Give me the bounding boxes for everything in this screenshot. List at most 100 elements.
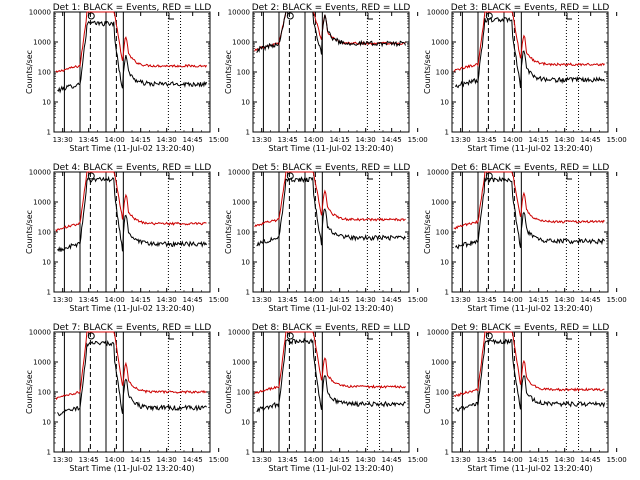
x-tick-label: 15:00 <box>607 136 627 144</box>
x-tick-label: 14:00 <box>304 456 324 464</box>
y-tick-label: 1000 <box>33 199 51 207</box>
marker-circle-symbol <box>485 172 493 180</box>
marker-circle-symbol <box>286 12 294 20</box>
x-tick-label: 13:45 <box>477 456 497 464</box>
y-axis-label: Counts/sec <box>25 210 34 254</box>
plot-frame <box>252 11 410 133</box>
y-tick-label: 10000 <box>228 9 250 17</box>
y-tick-label: 10000 <box>427 169 449 177</box>
y-tick-label: 10 <box>440 419 449 427</box>
y-tick-label: 10000 <box>427 329 449 337</box>
x-tick-label: 14:30 <box>356 296 376 304</box>
x-tick-label: 13:30 <box>53 296 73 304</box>
events-series-line <box>455 338 605 412</box>
x-tick-label: 14:30 <box>555 456 575 464</box>
x-tick-label: 14:30 <box>356 136 376 144</box>
x-tick-label: 14:00 <box>304 296 324 304</box>
y-tick-label: 1 <box>47 449 51 457</box>
plot-frame <box>252 171 410 293</box>
chart-panel-2: Det 2: BLACK = Events, RED = LLD 1 10 100 10… <box>224 3 428 153</box>
y-tick-label: 1000 <box>232 39 250 47</box>
y-tick-label: 100 <box>436 229 449 237</box>
plot-frame <box>451 171 609 293</box>
x-tick-label: 14:45 <box>581 136 601 144</box>
y-tick-label: 1000 <box>431 359 449 367</box>
x-axis-label: Start Time (11-Jul-02 13:20:40) <box>467 464 592 473</box>
chart-panel-9: Det 9: BLACK = Events, RED = LLD 1 10 100 10… <box>423 323 627 473</box>
events-series-line <box>57 339 207 417</box>
marker-circle-symbol <box>485 332 493 340</box>
events-series-line <box>256 11 406 55</box>
x-tick-label: 14:15 <box>330 456 350 464</box>
lld-series-line <box>55 171 207 232</box>
x-axis-label: Start Time (11-Jul-02 13:20:40) <box>467 144 592 153</box>
plot-frame <box>53 11 211 133</box>
x-axis-label: Start Time (11-Jul-02 13:20:40) <box>69 464 194 473</box>
events-series-line <box>57 175 207 253</box>
chart-title: Det 1: BLACK = Events, RED = LLD <box>53 3 212 13</box>
plot-frame <box>252 331 410 453</box>
lld-series-line <box>254 171 406 228</box>
y-axis-label: Counts/sec <box>423 210 432 254</box>
x-tick-label: 14:15 <box>330 136 350 144</box>
lld-series-line <box>453 11 605 72</box>
x-tick-label: 13:30 <box>252 456 272 464</box>
y-axis-label: Counts/sec <box>224 50 233 94</box>
marker-l-symbol <box>168 173 174 180</box>
chart-title: Det 3: BLACK = Events, RED = LLD <box>451 3 610 13</box>
chart-panel-6: Det 6: BLACK = Events, RED = LLD 1 10 100 10… <box>423 163 627 313</box>
x-tick-label: 14:45 <box>382 136 402 144</box>
x-tick-label: 13:30 <box>252 136 272 144</box>
events-series-line <box>57 20 207 94</box>
x-tick-label: 14:30 <box>157 456 177 464</box>
y-tick-label: 100 <box>237 69 250 77</box>
marker-l-symbol <box>566 13 572 20</box>
y-tick-label: 1 <box>246 129 250 137</box>
marker-circle-symbol <box>286 332 294 340</box>
plot-frame <box>451 331 609 453</box>
y-tick-label: 100 <box>237 389 250 397</box>
chart-panel-3: Det 3: BLACK = Events, RED = LLD 1 10 100 10… <box>423 3 627 153</box>
y-tick-label: 1000 <box>33 359 51 367</box>
y-tick-label: 100 <box>38 389 51 397</box>
y-axis-label: Counts/sec <box>224 370 233 414</box>
y-tick-label: 10000 <box>228 329 250 337</box>
x-tick-label: 14:00 <box>503 136 523 144</box>
lld-series-line <box>453 171 605 230</box>
x-tick-label: 14:45 <box>183 136 203 144</box>
y-axis-label: Counts/sec <box>423 370 432 414</box>
x-tick-label: 13:30 <box>252 296 272 304</box>
marker-l-symbol <box>566 333 572 340</box>
y-tick-label: 10000 <box>29 329 51 337</box>
x-tick-label: 13:45 <box>79 296 99 304</box>
chart-title: Det 5: BLACK = Events, RED = LLD <box>252 163 411 173</box>
chart-title: Det 7: BLACK = Events, RED = LLD <box>53 323 212 333</box>
chart-panel-8: Det 8: BLACK = Events, RED = LLD 1 10 100 10… <box>224 323 428 473</box>
y-axis-label: Counts/sec <box>224 210 233 254</box>
x-tick-label: 14:30 <box>555 296 575 304</box>
y-tick-label: 1 <box>246 449 250 457</box>
x-tick-label: 14:00 <box>304 136 324 144</box>
lld-series-line <box>453 331 605 398</box>
y-tick-label: 1000 <box>431 199 449 207</box>
y-tick-label: 10 <box>241 99 250 107</box>
x-tick-label: 15:00 <box>209 296 229 304</box>
x-tick-label: 14:45 <box>183 456 203 464</box>
x-tick-label: 14:30 <box>157 296 177 304</box>
chart-title: Det 4: BLACK = Events, RED = LLD <box>53 163 212 173</box>
x-tick-label: 15:00 <box>408 136 428 144</box>
chart-title: Det 8: BLACK = Events, RED = LLD <box>252 323 411 333</box>
chart-panel-1: Det 1: BLACK = Events, RED = LLD 1 10 100 10… <box>25 3 229 153</box>
chart-title: Det 6: BLACK = Events, RED = LLD <box>451 163 610 173</box>
marker-l-symbol <box>367 13 373 20</box>
x-tick-label: 13:30 <box>53 456 73 464</box>
marker-l-symbol <box>168 333 174 340</box>
lld-series-line <box>55 11 207 73</box>
x-tick-label: 14:00 <box>503 296 523 304</box>
y-tick-label: 100 <box>436 389 449 397</box>
x-tick-label: 13:45 <box>477 296 497 304</box>
x-tick-label: 14:45 <box>382 296 402 304</box>
x-tick-label: 14:45 <box>581 456 601 464</box>
x-tick-label: 14:30 <box>157 136 177 144</box>
